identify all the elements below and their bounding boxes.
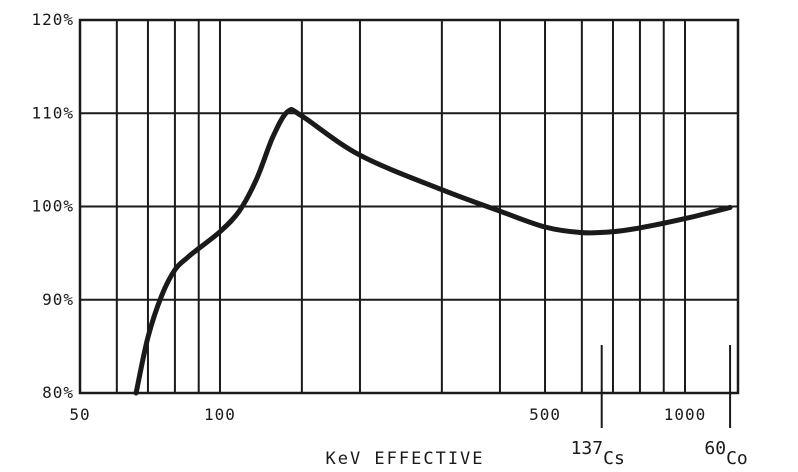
x-tick-labels: 50 100 500 1000: [69, 405, 706, 424]
y-tick-label: 90%: [42, 290, 74, 309]
y-tick-label: 100%: [31, 197, 74, 216]
gridlines: [80, 20, 738, 393]
isotope-label: 60Co: [704, 438, 747, 469]
x-tick-label: 1000: [664, 405, 707, 424]
isotope-mass-number: 137: [571, 438, 604, 459]
y-tick-labels: 80% 90% 100% 110% 120%: [31, 10, 74, 402]
isotope-label: 137Cs: [571, 438, 625, 469]
isotope-symbol: Co: [726, 448, 748, 469]
isotope-symbol: Cs: [603, 448, 625, 469]
isotope-markers: 137Cs 60Co: [571, 345, 748, 469]
y-tick-label: 80%: [42, 383, 74, 402]
x-tick-label: 50: [69, 405, 90, 424]
y-tick-label: 110%: [31, 103, 74, 122]
x-axis-title: KeV EFFECTIVE: [325, 449, 484, 469]
isotope-mass-number: 60: [704, 438, 726, 459]
x-tick-label: 500: [529, 405, 561, 424]
y-tick-label: 120%: [31, 10, 74, 29]
response-curve: [136, 109, 730, 393]
x-tick-label: 100: [204, 405, 236, 424]
